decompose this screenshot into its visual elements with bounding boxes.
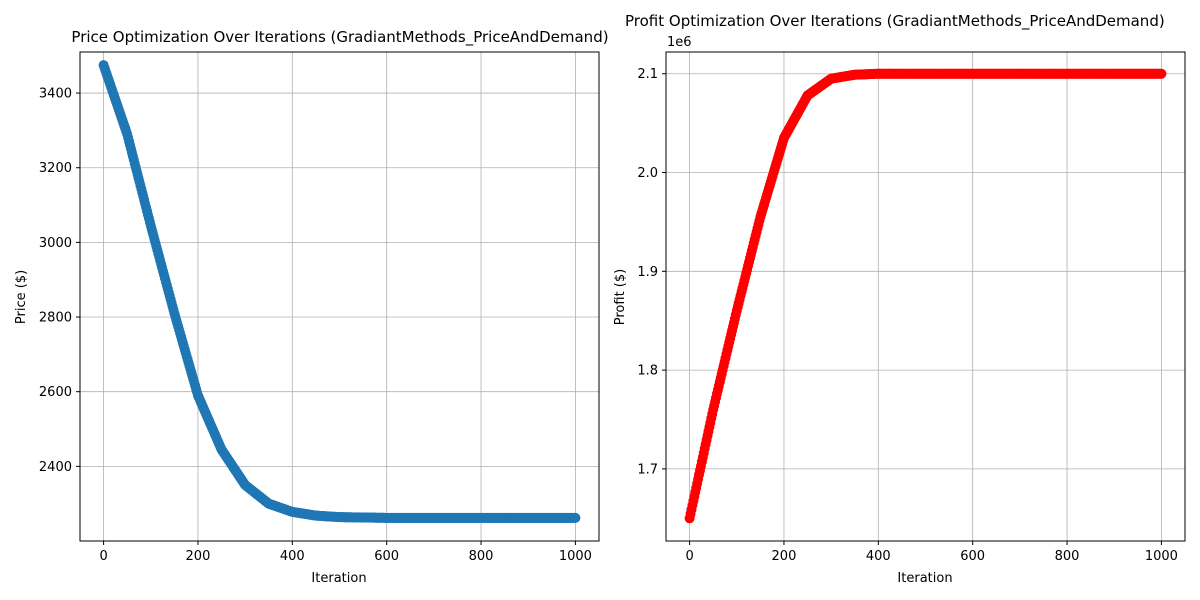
profit-x-tick-label: 800 [1055,549,1080,564]
profit-y-tick-label: 1.7 [637,462,658,477]
profit-axes-frame [665,51,1186,542]
profit-x-tick-label: 200 [772,549,797,564]
profit-y-tick-label: 1.9 [637,265,658,280]
profit-y-tick-label: 1.8 [637,364,658,379]
profit-x-tick-label: 400 [866,549,891,564]
price-chart-xlabel: Iteration [311,571,366,586]
price-y-tick-label: 3200 [39,161,72,176]
profit-chart-title: Profit Optimization Over Iterations (Gra… [625,12,1165,31]
price-x-tick-label: 200 [186,549,211,564]
profit-chart: Profit Optimization Over Iterations (Gra… [613,12,1186,586]
profit-x-tick-label: 0 [685,549,693,564]
price-y-tick-label: 3000 [39,236,72,251]
profit-chart-offset-label: 1e6 [667,35,692,50]
profit-series [684,68,1167,524]
profit-x-tick-label: 600 [960,549,985,564]
price-data-point [570,512,581,523]
price-x-tick-label: 600 [374,549,399,564]
price-chart-ylabel: Price ($) [14,270,29,324]
price-x-tick-label: 1000 [559,549,592,564]
profit-y-tick-label: 2.0 [637,166,658,181]
price-x-tick-label: 800 [469,549,494,564]
profit-data-point [1156,68,1167,79]
profit-chart-xlabel: Iteration [897,571,952,586]
price-y-tick-label: 2400 [39,460,72,475]
price-chart-title: Price Optimization Over Iterations (Grad… [71,28,608,47]
price-y-tick-label: 2600 [39,385,72,400]
profit-x-tick-label: 1000 [1145,549,1178,564]
price-y-tick-label: 2800 [39,311,72,326]
price-x-tick-label: 0 [99,549,107,564]
price-series [98,60,581,523]
price-chart: Price Optimization Over Iterations (Grad… [14,28,609,586]
profit-chart-ylabel: Profit ($) [613,269,628,325]
price-x-tick-label: 400 [280,549,305,564]
profit-y-tick-label: 2.1 [637,67,658,82]
price-y-tick-label: 3400 [39,87,72,102]
price-axes-frame [79,51,600,542]
